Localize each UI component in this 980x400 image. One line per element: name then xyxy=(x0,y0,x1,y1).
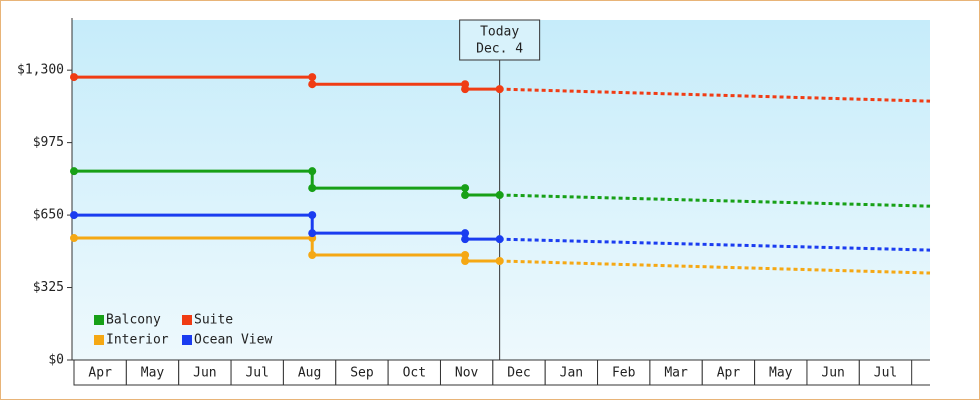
x-tick-label: Jul xyxy=(245,366,268,381)
forecast-line xyxy=(499,193,931,208)
legend-label: Balcony xyxy=(106,313,161,328)
price-marker xyxy=(461,235,470,244)
x-tick-label: May xyxy=(141,366,165,381)
price-marker xyxy=(461,85,470,94)
price-marker xyxy=(308,80,317,89)
price-marker xyxy=(70,211,78,220)
x-tick-label: Feb xyxy=(612,366,636,381)
y-tick-label: $975 xyxy=(33,135,64,150)
y-tick-label: $0 xyxy=(48,353,64,368)
plot-area xyxy=(72,20,930,360)
forecast-line xyxy=(499,87,931,103)
today-label: Today xyxy=(480,25,519,40)
x-tick-box xyxy=(282,359,337,386)
price-marker xyxy=(461,229,470,238)
x-tick-label: Dec xyxy=(507,366,530,381)
legend-label: Suite xyxy=(194,313,233,328)
x-tick-box xyxy=(701,359,756,386)
price-marker xyxy=(308,211,317,220)
price-marker xyxy=(461,257,470,266)
forecast-line xyxy=(499,259,931,275)
price-marker xyxy=(308,250,317,259)
price-marker xyxy=(70,73,78,82)
price-marker xyxy=(70,167,78,176)
x-tick-box xyxy=(230,359,284,386)
legend-label: Ocean View xyxy=(194,333,272,348)
x-tick-box xyxy=(544,359,599,386)
price-marker xyxy=(308,73,317,82)
y-tick-label: $650 xyxy=(33,208,64,223)
x-tick-label: Nov xyxy=(455,366,479,381)
x-tick-label: Jun xyxy=(821,366,844,381)
x-tick-label: Apr xyxy=(88,366,112,381)
x-tick-box xyxy=(806,359,860,386)
x-tick-label: Aug xyxy=(298,366,321,381)
price-marker xyxy=(308,184,317,193)
legend-swatch xyxy=(182,335,192,345)
price-marker xyxy=(70,234,78,243)
x-tick-box xyxy=(858,359,913,386)
today-date: Dec. 4 xyxy=(476,42,523,57)
x-tick-box xyxy=(73,359,127,386)
x-tick-label: Mar xyxy=(664,366,688,381)
x-tick-label: Apr xyxy=(717,366,741,381)
today-box xyxy=(459,19,541,61)
x-tick-label: Oct xyxy=(403,366,426,381)
x-tick-label: May xyxy=(769,366,793,381)
x-tick-label: Jan xyxy=(560,366,583,381)
price-marker xyxy=(461,250,470,259)
forecast-line xyxy=(499,237,931,252)
legend-swatch xyxy=(94,335,104,345)
legend-swatch xyxy=(94,315,104,325)
price-marker xyxy=(308,167,317,176)
price-marker xyxy=(461,191,470,200)
price-marker xyxy=(461,184,470,193)
x-tick-label: Jun xyxy=(193,366,216,381)
x-tick-label: Sep xyxy=(350,366,374,381)
y-tick-label: $325 xyxy=(33,280,64,295)
legend-label: Interior xyxy=(106,333,169,348)
price-marker xyxy=(308,229,317,238)
legend-swatch xyxy=(182,315,192,325)
y-tick-label: $1,300 xyxy=(17,63,64,78)
x-tick-label: Jul xyxy=(874,366,897,381)
x-tick-box xyxy=(125,359,180,386)
